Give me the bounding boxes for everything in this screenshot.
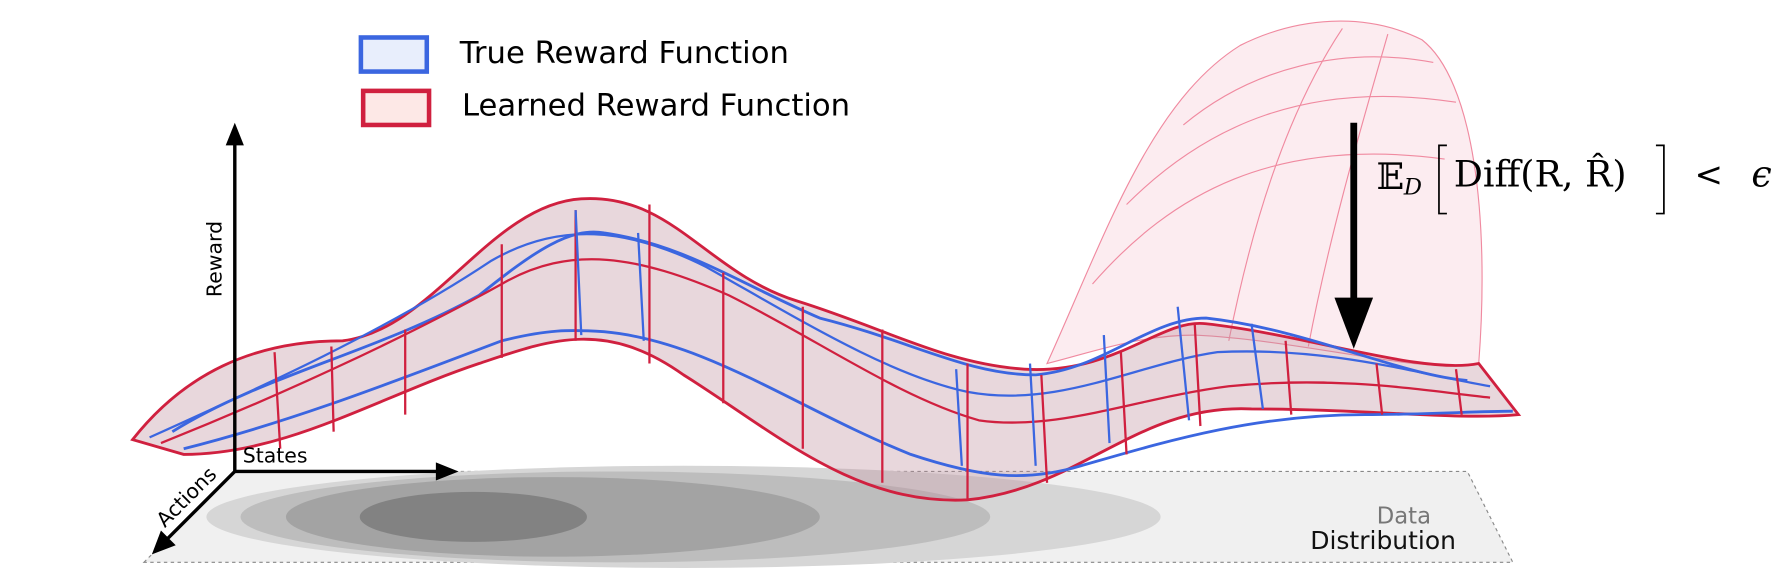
legend-swatch	[358, 35, 430, 74]
surface-grid	[273, 204, 1463, 500]
formula-body: Diff(R, R̂)	[1454, 152, 1627, 196]
axis-label: Reward	[202, 221, 226, 297]
axes	[165, 142, 440, 541]
surface-grid	[574, 210, 1265, 466]
arrowhead	[225, 122, 244, 146]
arrowhead	[435, 462, 459, 481]
formula-bracket	[1655, 144, 1665, 215]
axis-label: States	[243, 444, 308, 468]
legend-swatch	[360, 88, 432, 128]
formula-relation: <	[1695, 155, 1724, 195]
formula-bound: ϵ	[1751, 153, 1771, 196]
legend-label: True Reward Function	[459, 36, 789, 71]
surface-grid	[1092, 28, 1457, 347]
formula-bracket	[1438, 144, 1447, 215]
formula-expectation: 𝔼	[1376, 155, 1404, 198]
density-level	[359, 491, 587, 542]
true-surface-line	[183, 329, 1513, 478]
distribution-label: Data	[1377, 503, 1431, 529]
learned-surface-line	[160, 258, 1491, 445]
true-surface-line	[149, 233, 1491, 439]
true-surface-line	[171, 230, 1468, 433]
learned-surface	[130, 197, 1522, 502]
arrowhead	[151, 530, 176, 555]
arrowhead	[1334, 297, 1374, 349]
formula-subscript: D	[1403, 175, 1422, 201]
legend-label: Learned Reward Function	[462, 88, 850, 123]
distribution-label: Distribution	[1310, 526, 1456, 555]
